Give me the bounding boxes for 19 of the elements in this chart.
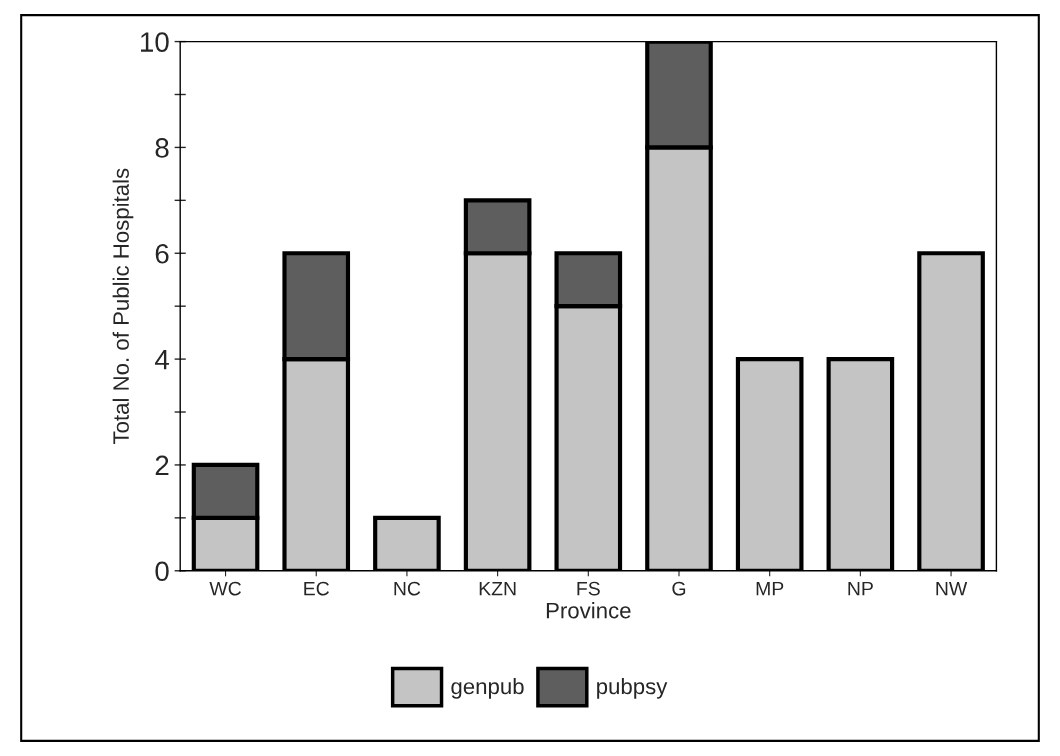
y-tick-label: 8 — [155, 138, 169, 158]
x-tick-label: G — [672, 581, 686, 596]
x-tick-label: EC — [304, 581, 329, 596]
x-tick-label: WC — [209, 581, 241, 596]
y-tick-label: 10 — [141, 32, 169, 52]
x-tick-label: MP — [756, 581, 784, 596]
x-tick-label: NW — [936, 581, 968, 596]
x-tick-label: KZN — [479, 581, 516, 596]
y-axis-title: Total No. of Public Hospitals — [112, 168, 134, 444]
x-tick-label: NC — [394, 581, 421, 596]
y-tick-label: 4 — [154, 350, 169, 370]
x-axis-title: Province — [546, 602, 631, 619]
y-tick-label: 6 — [155, 243, 169, 264]
x-tick-label: FS — [577, 581, 600, 596]
y-tick-label: 0 — [155, 561, 169, 582]
y-tick-label: 2 — [155, 455, 169, 476]
legend-label: pubpsy — [597, 677, 668, 699]
x-tick-label: NP — [848, 581, 873, 596]
legend-label: genpub — [451, 677, 524, 699]
